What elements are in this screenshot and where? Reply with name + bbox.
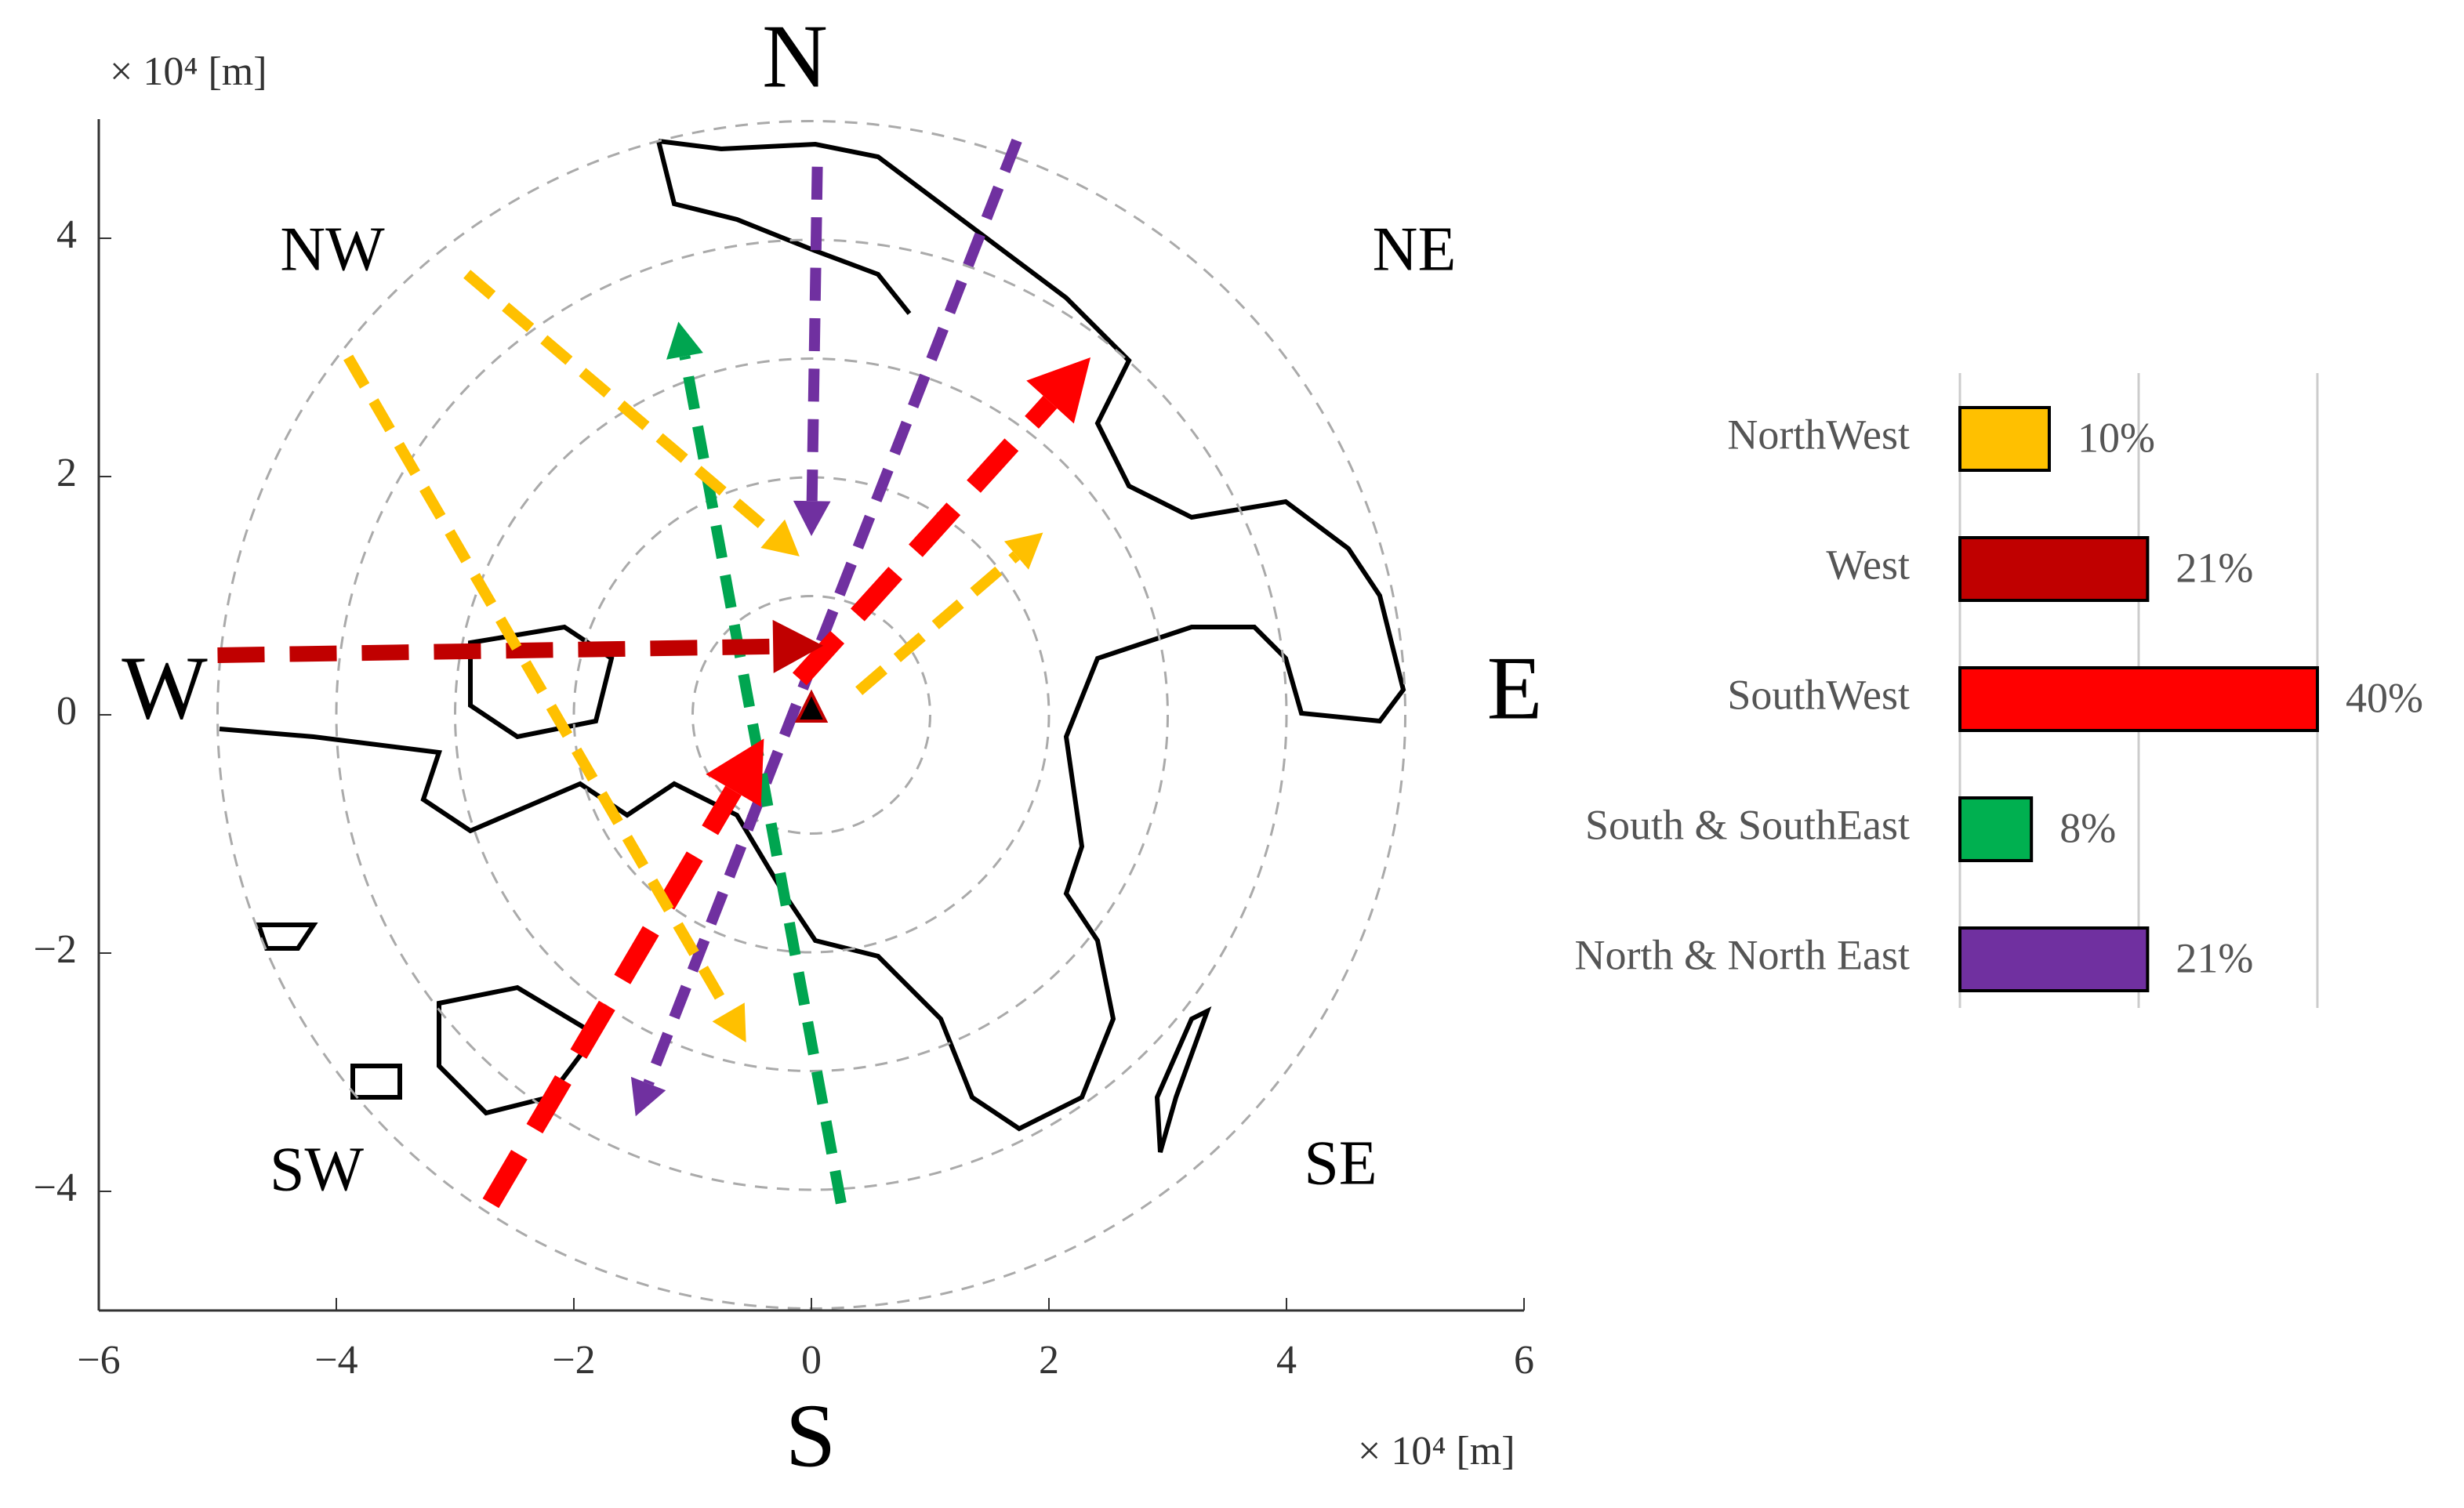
arrow-head xyxy=(760,519,800,556)
bar xyxy=(1958,666,2319,732)
x-tick-label: −6 xyxy=(77,1338,120,1383)
arrow-head xyxy=(772,619,824,673)
arrow-head xyxy=(706,738,764,807)
bar xyxy=(1958,926,2150,992)
bar xyxy=(1958,796,2034,862)
x-tick-label: 0 xyxy=(801,1338,822,1383)
arrow-shaft xyxy=(482,785,742,1209)
arrow-head xyxy=(1003,532,1043,570)
x-tick-label: 6 xyxy=(1514,1338,1534,1383)
origin-marker xyxy=(794,689,829,723)
arrow-shaft xyxy=(217,638,774,663)
compass-label: SE xyxy=(1304,1129,1377,1198)
arrow-head xyxy=(1026,357,1091,424)
category-label: North & North East xyxy=(1575,931,1910,978)
range-ring xyxy=(572,476,1051,954)
arrow-shaft xyxy=(463,270,777,538)
compass-label: SW xyxy=(270,1135,364,1204)
range-ring xyxy=(454,357,1169,1072)
x-tick-label: −2 xyxy=(552,1338,595,1383)
range-ring xyxy=(691,595,931,835)
compass-label: E xyxy=(1487,639,1543,739)
value-label: 8% xyxy=(2059,804,2116,851)
coast-outline xyxy=(1154,1006,1212,1153)
x-tick-label: −4 xyxy=(314,1338,357,1383)
coast-outline xyxy=(468,624,615,740)
arrow-shaft xyxy=(679,355,847,1205)
coastline xyxy=(219,139,1406,1153)
value-label: 21% xyxy=(2176,544,2253,591)
arrow-shaft xyxy=(806,166,823,502)
coast-outline xyxy=(219,139,1406,1132)
value-label: 21% xyxy=(2176,934,2253,981)
bar xyxy=(1958,536,2150,602)
category-label: NorthWest xyxy=(1727,411,1910,458)
arrow-head xyxy=(712,1002,746,1042)
arrow-shaft xyxy=(643,138,1022,1086)
compass-label: W xyxy=(122,639,208,739)
y-axis-label: × 10⁴ [m] xyxy=(110,49,267,94)
range-ring xyxy=(335,238,1288,1191)
y-tick-label: 4 xyxy=(56,212,77,257)
coast-outline xyxy=(350,1064,402,1100)
arrow-head xyxy=(630,1076,666,1117)
value-label: 10% xyxy=(2078,414,2155,461)
bar xyxy=(1958,406,2051,472)
value-label: 40% xyxy=(2346,674,2423,721)
arrow-shaft xyxy=(792,395,1058,686)
category-label: South & SouthEast xyxy=(1585,801,1910,848)
x-axis-label: × 10⁴ [m] xyxy=(1358,1429,1515,1474)
compass-label: NW xyxy=(280,215,385,284)
coast-outline xyxy=(656,140,912,315)
y-tick-label: −2 xyxy=(34,927,77,972)
category-label: SouthWest xyxy=(1727,671,1910,718)
arrow-shaft xyxy=(343,354,734,1015)
coast-outline xyxy=(255,923,318,951)
category-label: West xyxy=(1826,541,1910,588)
compass-label: S xyxy=(786,1387,836,1487)
y-tick-label: −4 xyxy=(34,1165,77,1210)
y-tick-label: 2 xyxy=(56,451,77,495)
x-tick-label: 4 xyxy=(1276,1338,1297,1383)
y-tick-label: 0 xyxy=(56,689,77,734)
arrow-head xyxy=(793,500,831,536)
compass-label: NE xyxy=(1373,215,1457,284)
x-tick-label: 2 xyxy=(1039,1338,1059,1383)
compass-label: N xyxy=(762,7,828,107)
arrow-shaft xyxy=(855,551,1021,695)
arrow-head xyxy=(666,321,703,360)
